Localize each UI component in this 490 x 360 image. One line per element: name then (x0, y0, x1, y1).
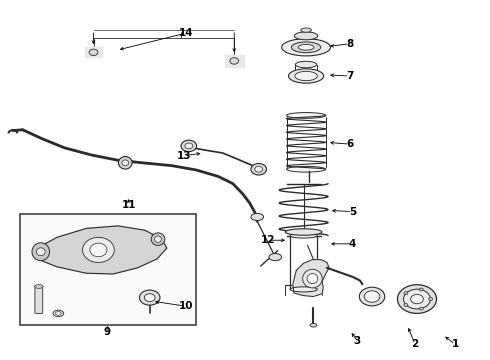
Text: 14: 14 (179, 28, 194, 38)
Ellipse shape (287, 166, 326, 172)
Ellipse shape (359, 287, 385, 306)
Ellipse shape (269, 253, 282, 261)
Text: 1: 1 (451, 339, 459, 349)
Polygon shape (225, 55, 244, 67)
Ellipse shape (185, 143, 193, 149)
Polygon shape (293, 260, 329, 297)
Ellipse shape (289, 69, 324, 83)
Ellipse shape (89, 49, 98, 55)
Text: 13: 13 (177, 150, 191, 161)
Ellipse shape (155, 236, 161, 242)
Ellipse shape (181, 140, 196, 152)
Ellipse shape (295, 61, 317, 68)
Text: 5: 5 (349, 207, 356, 217)
Ellipse shape (90, 243, 107, 257)
Ellipse shape (251, 213, 264, 221)
Polygon shape (85, 47, 102, 57)
Ellipse shape (419, 288, 423, 291)
Ellipse shape (290, 233, 318, 238)
Text: 6: 6 (346, 139, 353, 149)
Ellipse shape (404, 289, 430, 309)
FancyBboxPatch shape (20, 214, 196, 325)
Ellipse shape (292, 42, 321, 53)
Ellipse shape (82, 237, 114, 262)
Ellipse shape (251, 163, 267, 175)
Text: 3: 3 (354, 336, 361, 346)
Text: 11: 11 (122, 200, 136, 210)
Ellipse shape (404, 292, 408, 294)
Ellipse shape (34, 285, 43, 288)
Ellipse shape (287, 113, 326, 118)
Ellipse shape (298, 44, 314, 50)
Ellipse shape (122, 160, 129, 166)
Text: 10: 10 (179, 301, 194, 311)
Ellipse shape (294, 32, 318, 40)
Ellipse shape (295, 71, 318, 81)
Ellipse shape (53, 310, 64, 317)
Ellipse shape (145, 294, 155, 302)
Ellipse shape (230, 58, 239, 64)
Ellipse shape (255, 166, 263, 172)
Ellipse shape (411, 294, 423, 304)
Ellipse shape (32, 243, 49, 261)
Ellipse shape (429, 298, 433, 301)
Ellipse shape (303, 269, 322, 288)
Ellipse shape (285, 229, 322, 235)
Text: 7: 7 (346, 71, 353, 81)
Ellipse shape (397, 285, 437, 314)
Ellipse shape (290, 287, 318, 292)
Ellipse shape (282, 39, 331, 56)
Ellipse shape (119, 157, 132, 169)
Text: 2: 2 (412, 339, 418, 349)
Ellipse shape (301, 28, 312, 32)
Ellipse shape (140, 290, 160, 305)
Ellipse shape (307, 274, 318, 284)
Ellipse shape (55, 312, 61, 315)
Ellipse shape (151, 233, 165, 246)
Ellipse shape (310, 323, 317, 327)
Text: 8: 8 (346, 39, 353, 49)
FancyBboxPatch shape (35, 288, 43, 314)
Polygon shape (32, 226, 167, 274)
Ellipse shape (364, 291, 380, 302)
Ellipse shape (404, 303, 408, 306)
Ellipse shape (419, 307, 423, 310)
Ellipse shape (36, 248, 45, 256)
Text: 12: 12 (261, 235, 276, 245)
Text: 9: 9 (104, 327, 111, 337)
Text: 4: 4 (349, 239, 356, 249)
